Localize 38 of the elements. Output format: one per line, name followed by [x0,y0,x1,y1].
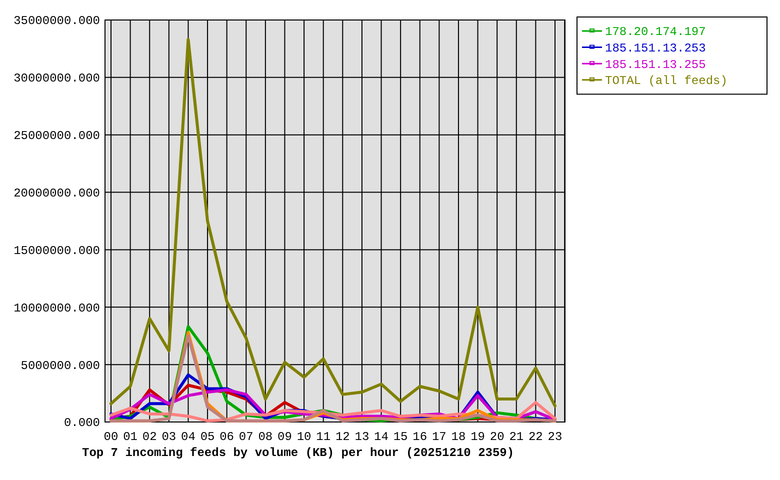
x-tick-label: 03 [162,430,176,444]
x-tick-label: 09 [278,430,292,444]
x-tick-label: 12 [335,430,350,444]
y-tick-label: 15000000.000 [14,244,100,258]
x-tick-label: 07 [238,430,254,444]
y-tick-label: 25000000.000 [14,129,100,144]
y-tick-label: 10000000.000 [14,301,100,316]
x-tick-label: 08 [258,430,273,444]
legend-label: 185.151.13.253 [605,42,706,56]
text: Top 7 incoming feeds by volume (KB) per hour (20251210 2359) [82,446,514,460]
x-tick-label: 16 [412,430,428,444]
x-tick-label: 17 [432,430,446,444]
x-tick-label: 11 [316,430,331,444]
y-tick-label: 30000000.000 [14,72,100,86]
x-tick-label: 14 [374,430,388,444]
x-tick-label: 01 [123,430,138,444]
x-tick-label: 00 [104,430,118,444]
y-tick-label: 35000000.000 [14,14,100,28]
legend-label: 185.151.13.255 [605,58,706,72]
x-tick-label: 18 [451,430,466,444]
line-series [110,38,556,408]
x-tick-label: 06 [220,430,234,444]
y-tick-label: 20000000.000 [14,186,100,200]
x-tick-label: 13 [354,430,370,444]
legend-label: TOTAL (all feeds) [605,74,728,88]
x-tick-label: 21 [509,430,524,444]
x-tick-label: 05 [200,430,215,444]
x-tick-label: 20 [490,430,504,444]
x-tick-label: 04 [181,430,196,444]
y-tick-label: 5000000.000 [20,358,100,373]
y-tick-label: 0.000 [64,416,100,430]
x-tick-label: 19 [470,430,485,444]
x-tick-label: 23 [548,430,562,444]
legend-label: 178.20.174.197 [605,25,706,40]
x-tick-label: 15 [393,430,408,444]
x-tick-label: 22 [528,430,543,444]
x-tick-label: 10 [296,430,312,444]
x-tick-label: 02 [142,430,157,444]
